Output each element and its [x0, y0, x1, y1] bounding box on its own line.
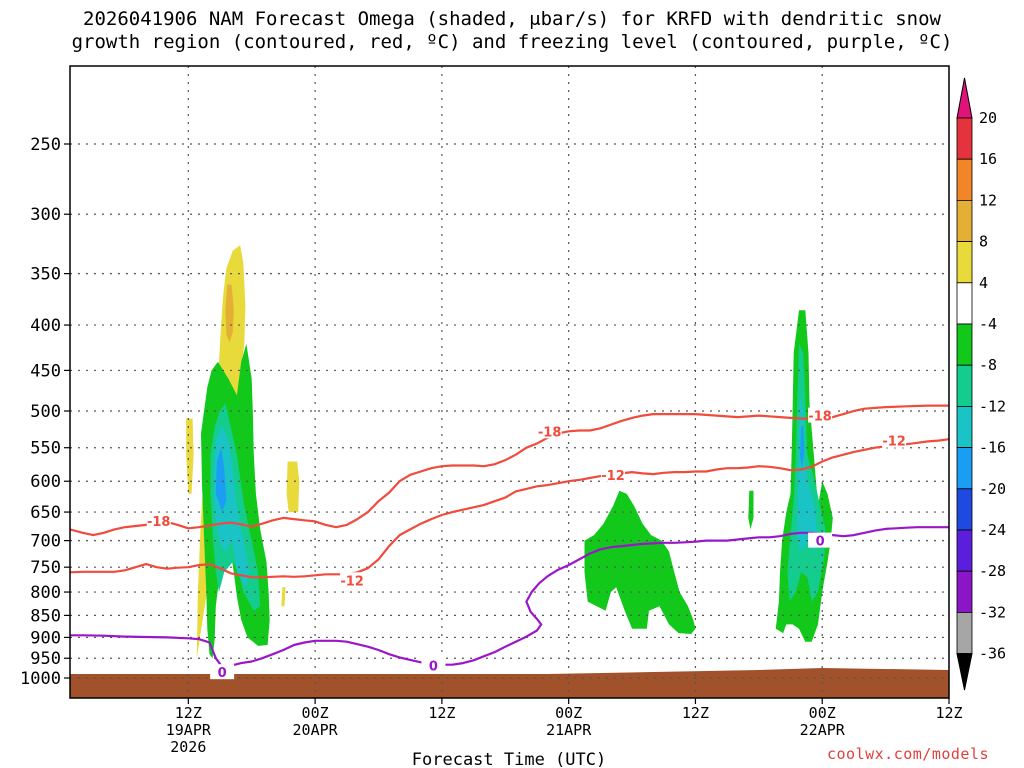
contour-label-0-2: 0 [816, 535, 825, 550]
contour--18 [70, 404, 949, 537]
x-tick-label-18-2: 20APR [293, 721, 339, 739]
colorbar-swatch-8 [956, 447, 973, 490]
contour-label-bg-0-1 [421, 657, 446, 673]
contour-label-bg--18-0 [146, 512, 171, 528]
colorbar-swatch-6 [956, 364, 973, 407]
x-tick-label-66-2: 22APR [800, 721, 846, 739]
colorbar-label-4: 4 [979, 274, 988, 292]
contour-label--12-2: -12 [882, 435, 906, 450]
colorbar-label-2: 12 [979, 191, 997, 209]
omega-shade-2 [186, 418, 194, 494]
chart-title-line-1: 2026041906 NAM Forecast Omega (shaded, μ… [83, 8, 941, 30]
ground-surface [70, 668, 949, 698]
y-tick-label-550: 550 [30, 439, 61, 459]
y-tick-label-250: 250 [30, 135, 61, 155]
plot-frame [69, 65, 950, 699]
contour-label-bg--18-1 [537, 423, 562, 439]
x-tick-label-54-1: 12Z [682, 704, 709, 722]
x-tick-label-30-1: 12Z [428, 704, 455, 722]
colorbar-label-10: -24 [979, 521, 1006, 539]
colorbar-top-arrow [956, 77, 973, 119]
contour-label-bg--12-0 [340, 572, 365, 588]
contour-label-bg-0-2 [808, 532, 833, 548]
omega-shade-10 [584, 490, 696, 634]
contour-label-bg--18-2 [808, 407, 833, 423]
colorbar-swatch-10 [956, 529, 973, 572]
y-tick-label-400: 400 [30, 316, 61, 336]
y-tick-label-900: 900 [30, 628, 61, 648]
contour-label-bg--12-2 [882, 432, 907, 448]
y-tick-label-650: 650 [30, 503, 61, 523]
colorbar-label-0: 20 [979, 109, 997, 127]
x-tick-label-6-3: 2026 [170, 738, 206, 756]
colorbar-label-1: 16 [979, 150, 997, 168]
colorbar-swatch-9 [956, 488, 973, 531]
x-axis-label: Forecast Time (UTC) [412, 750, 606, 768]
colorbar-swatch-2 [956, 199, 973, 242]
y-tick-label-750: 750 [30, 558, 61, 578]
x-tick-label-78-1: 12Z [935, 704, 962, 722]
contour-label--18-2: -18 [808, 410, 832, 425]
contour-label-0-0: 0 [218, 666, 227, 681]
y-tick-label-800: 800 [30, 583, 61, 603]
y-tick-label-950: 950 [30, 649, 61, 669]
y-tick-label-850: 850 [30, 606, 61, 626]
x-tick-label-66-1: 00Z [809, 704, 836, 722]
omega-shade-4 [281, 587, 286, 607]
colorbar-label-12: -32 [979, 603, 1006, 621]
colorbar-label-6: -8 [979, 356, 997, 374]
colorbar-label-11: -28 [979, 562, 1006, 580]
colorbar-swatch-1 [956, 158, 973, 201]
site-brand-link[interactable]: coolwx.com/models [827, 745, 990, 763]
contour--12 [70, 438, 949, 579]
contour-label--12-1: -12 [601, 469, 625, 484]
colorbar-label-3: 8 [979, 233, 988, 251]
omega-shade-9 [215, 447, 227, 513]
colorbar-label-9: -20 [979, 480, 1006, 498]
y-tick-label-1000: 1000 [20, 669, 61, 689]
colorbar-bottom-arrow [956, 653, 973, 691]
colorbar-swatch-5 [956, 323, 973, 366]
omega-shade-11 [748, 490, 754, 530]
x-tick-label-6-2: 19APR [166, 721, 212, 739]
contour-label--12-0: -12 [340, 574, 364, 589]
y-tick-label-500: 500 [30, 402, 61, 422]
chart-title-line-2: growth region (contoured, red, ºC) and f… [71, 31, 953, 53]
x-tick-label-6-1: 12Z [175, 704, 202, 722]
contour-label-bg--12-1 [601, 466, 626, 482]
y-tick-label-350: 350 [30, 265, 61, 285]
colorbar-swatch-3 [956, 241, 973, 284]
colorbar-label-7: -12 [979, 397, 1006, 415]
x-tick-label-18-1: 00Z [302, 704, 329, 722]
colorbar-label-5: -4 [979, 315, 997, 333]
contour-label--18-0: -18 [147, 515, 171, 530]
colorbar-swatch-0 [956, 117, 973, 160]
x-tick-label-42-2: 21APR [546, 721, 592, 739]
colorbar-label-13: -36 [979, 645, 1006, 663]
y-tick-label-300: 300 [30, 205, 61, 225]
contour-label-bg-0-0 [210, 664, 235, 680]
colorbar-swatch-11 [956, 570, 973, 613]
x-tick-label-42-1: 00Z [555, 704, 582, 722]
y-tick-label-450: 450 [30, 361, 61, 381]
contour-label--18-1: -18 [538, 425, 562, 440]
colorbar-label-8: -16 [979, 439, 1006, 457]
y-tick-label-700: 700 [30, 532, 61, 552]
omega-shade-3 [286, 461, 300, 513]
colorbar-swatch-7 [956, 405, 973, 448]
omega-shade-15 [800, 426, 805, 469]
omega-shade-1 [225, 284, 234, 342]
contour-0 [70, 526, 949, 669]
colorbar-swatch-12 [956, 612, 973, 655]
colorbar-swatch-4 [956, 282, 973, 325]
y-tick-label-600: 600 [30, 472, 61, 492]
contour-label-0-1: 0 [429, 659, 438, 674]
